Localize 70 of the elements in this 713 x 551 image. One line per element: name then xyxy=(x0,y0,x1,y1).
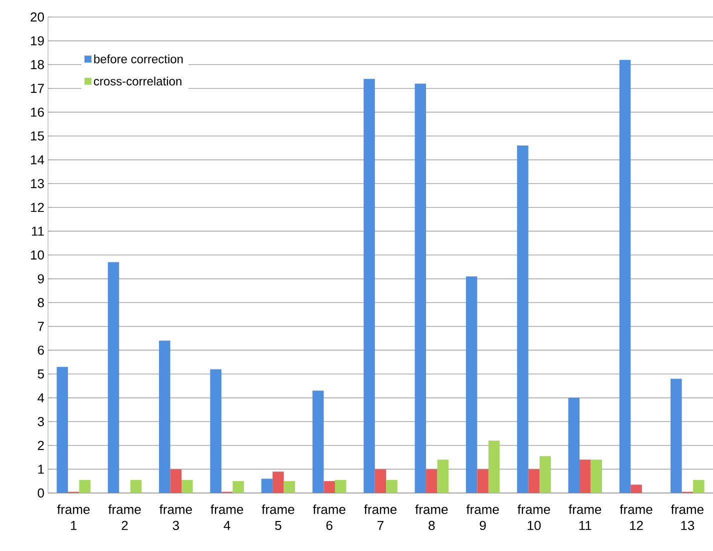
bar xyxy=(693,480,704,493)
bar xyxy=(182,480,193,493)
y-tick-label: 19 xyxy=(31,36,44,46)
bar xyxy=(579,460,591,493)
x-tick-label: frame 3 xyxy=(159,504,192,530)
bar xyxy=(130,480,142,493)
bar xyxy=(528,469,540,493)
y-tick-label: 17 xyxy=(31,84,44,93)
x-tick-label: frame 2 xyxy=(108,504,141,530)
y-tick-label: 11 xyxy=(32,226,44,236)
x-tick-label: frame 4 xyxy=(210,504,244,530)
bar xyxy=(334,480,346,493)
bar xyxy=(272,472,284,493)
bar xyxy=(261,478,273,493)
bar xyxy=(210,369,222,493)
x-tick-label: frame 13 xyxy=(671,504,704,530)
x-tick-label: frame 6 xyxy=(312,504,346,530)
bar xyxy=(437,460,449,493)
bar xyxy=(324,481,335,493)
bar xyxy=(619,60,631,493)
bar xyxy=(590,460,602,493)
y-tick-label: 1 xyxy=(38,464,44,474)
y-tick-label: 8 xyxy=(38,298,44,308)
y-tick-label: 18 xyxy=(31,60,44,70)
bar xyxy=(79,480,90,493)
x-tick-label: frame 12 xyxy=(620,504,652,530)
bar xyxy=(466,276,478,493)
y-tick-label: 3 xyxy=(38,416,44,426)
bar xyxy=(670,378,682,493)
y-tick-label: 12 xyxy=(31,202,44,212)
bar xyxy=(108,262,120,493)
x-tick-label: frame 1 xyxy=(57,504,90,530)
x-tick-label: frame 7 xyxy=(364,504,397,530)
legend-label: before correction xyxy=(94,54,183,64)
x-tick-label: frame 8 xyxy=(415,504,448,530)
bar xyxy=(312,390,324,493)
y-tick-label: 7 xyxy=(38,322,44,331)
bar xyxy=(374,469,386,493)
x-tick-label: frame 9 xyxy=(466,504,499,530)
y-tick-label: 20 xyxy=(30,12,44,22)
bar xyxy=(232,481,244,493)
bar xyxy=(477,469,488,493)
y-tick-label: 6 xyxy=(38,346,44,355)
bar xyxy=(540,456,551,493)
bar xyxy=(284,481,296,493)
bar xyxy=(488,440,500,493)
y-tick-label: 10 xyxy=(31,250,44,260)
y-tick-label: 14 xyxy=(31,155,44,164)
bar xyxy=(364,78,375,493)
x-tick-label: frame 5 xyxy=(262,504,294,530)
y-tick-label: 0 xyxy=(38,488,44,498)
y-tick-label: 5 xyxy=(38,369,44,379)
bar xyxy=(386,480,398,493)
y-tick-label: 15 xyxy=(31,131,44,141)
bar xyxy=(517,146,528,493)
bar xyxy=(414,84,426,493)
bar xyxy=(568,398,580,493)
y-tick-label: 4 xyxy=(38,393,44,402)
x-tick-label: frame 10 xyxy=(518,504,550,530)
y-tick-label: 16 xyxy=(31,108,44,117)
x-tick-label: frame 11 xyxy=(568,504,602,530)
y-tick-label: 13 xyxy=(31,178,44,188)
legend-label: cross-correlation xyxy=(94,76,182,86)
bar xyxy=(159,340,170,493)
bar xyxy=(170,469,182,493)
bar xyxy=(630,484,642,493)
y-tick-label: 2 xyxy=(38,440,44,450)
bar xyxy=(56,366,68,493)
y-tick-label: 9 xyxy=(38,274,44,284)
bar xyxy=(426,469,438,493)
